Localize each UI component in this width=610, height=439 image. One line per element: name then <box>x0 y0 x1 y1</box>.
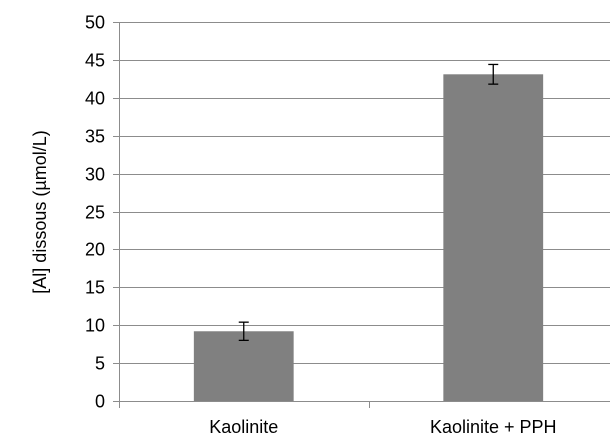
tick-labels: 0 5 10 15 20 25 30 35 40 45 50 Kaolinite Kaolinite +… <box>85 13 557 438</box>
y-tick-label: 40 <box>85 89 105 109</box>
x-tick-label: Kaolinite <box>209 417 278 437</box>
y-tick-label: 30 <box>85 165 105 185</box>
y-tick-label: 45 <box>85 51 105 71</box>
axes <box>113 22 610 408</box>
y-tick-label: 15 <box>85 278 105 298</box>
y-tick-label: 20 <box>85 240 105 260</box>
x-tick-label: Kaolinite + PPH <box>430 417 557 437</box>
y-tick-label: 25 <box>85 203 105 223</box>
bars <box>193 63 544 401</box>
gridlines <box>119 22 610 364</box>
bar <box>443 74 544 401</box>
y-tick-label: 50 <box>85 13 105 33</box>
y-tick-label: 0 <box>95 392 105 412</box>
y-axis-title: [Al] dissous (µmol/L) <box>30 130 50 293</box>
bar <box>193 331 294 401</box>
y-tick-label: 10 <box>85 316 105 336</box>
y-tick-label: 5 <box>95 354 105 374</box>
y-tick-label: 35 <box>85 127 105 147</box>
